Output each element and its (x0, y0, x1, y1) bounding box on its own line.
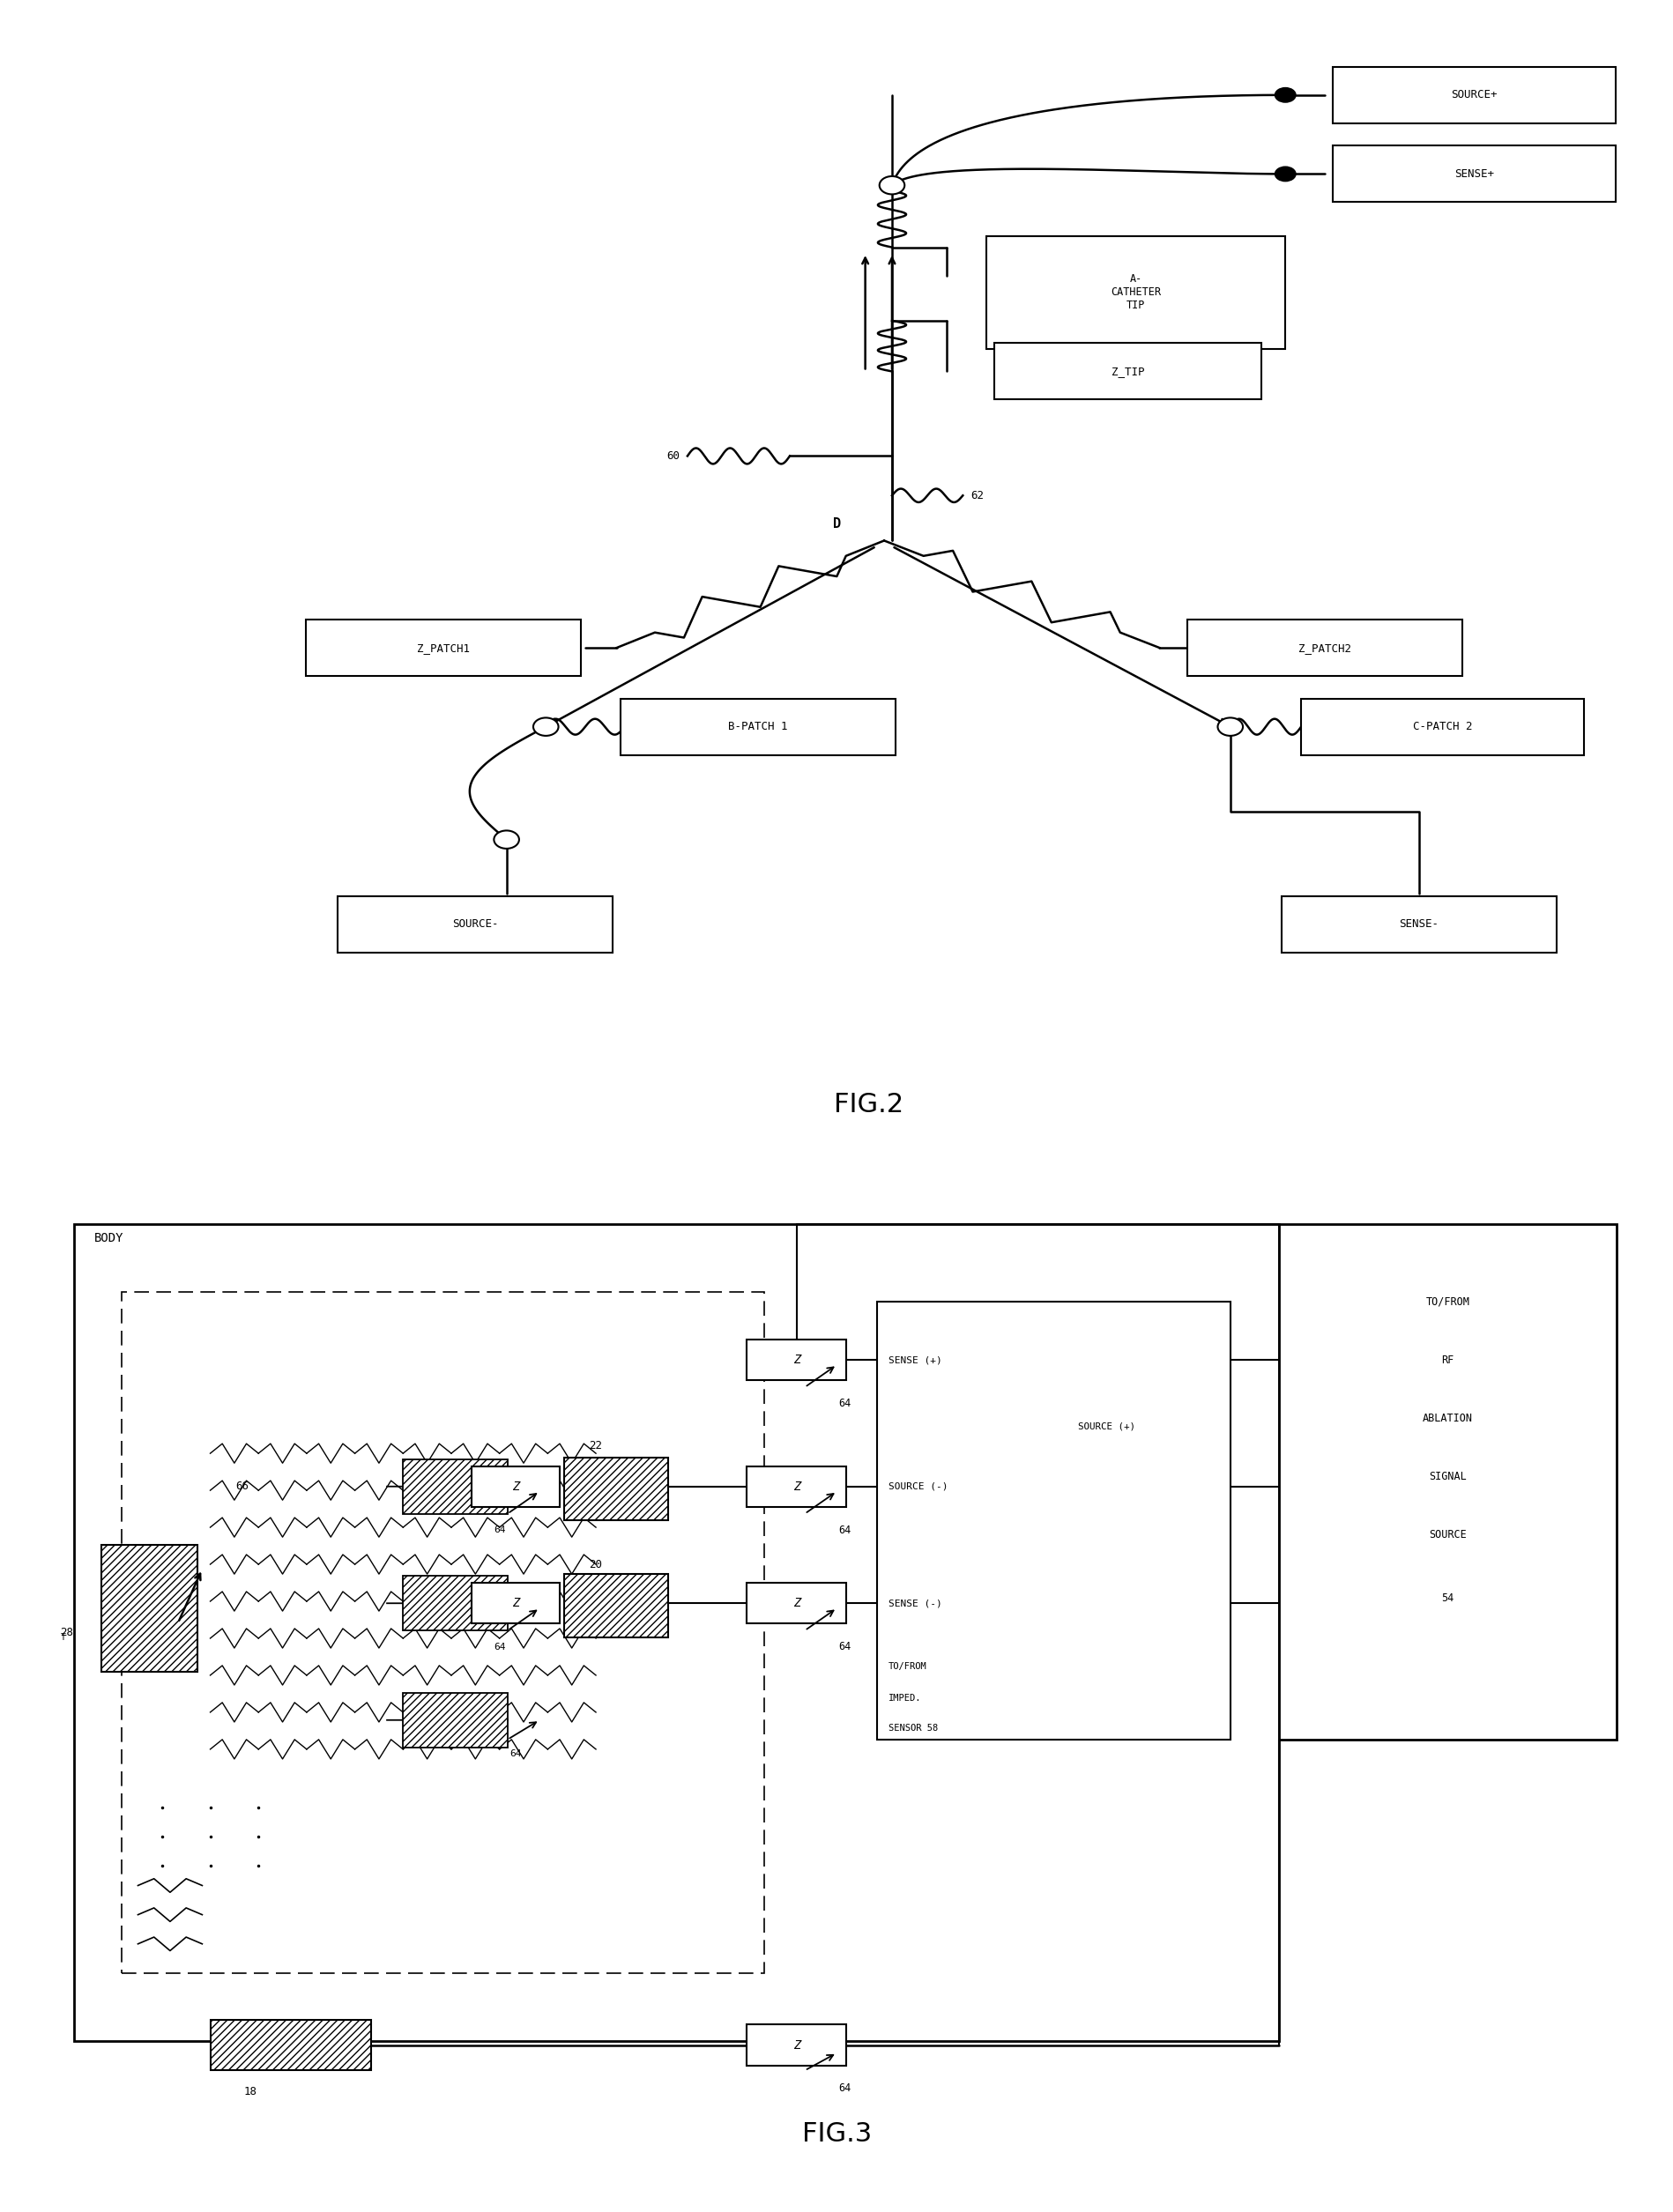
Text: Z: Z (512, 1480, 519, 1493)
Text: SOURCE: SOURCE (1429, 1528, 1466, 1542)
Bar (746, 2024, 847, 2066)
Text: 64: 64 (838, 1398, 852, 1409)
Text: 64: 64 (838, 1641, 852, 1652)
Text: 22: 22 (589, 1440, 602, 1451)
Bar (994, 343, 1261, 400)
Text: 62: 62 (970, 489, 984, 502)
Text: Z_PATCH1: Z_PATCH1 (417, 641, 470, 653)
Circle shape (1216, 717, 1243, 737)
Bar (1282, 896, 1556, 953)
Text: 64: 64 (494, 1644, 505, 1652)
Text: IMPED.: IMPED. (888, 1694, 920, 1703)
Bar (621, 699, 895, 754)
Text: B-PATCH 1: B-PATCH 1 (728, 721, 788, 732)
Text: 54: 54 (1440, 1593, 1454, 1604)
Circle shape (1273, 166, 1295, 181)
Bar (403, 1692, 507, 1747)
Bar (403, 1575, 507, 1630)
Bar (1186, 619, 1462, 677)
Bar (985, 237, 1285, 349)
Bar (100, 1544, 197, 1672)
Bar (338, 896, 612, 953)
Text: SENSE (-): SENSE (-) (888, 1599, 942, 1608)
Text: 18: 18 (244, 2086, 258, 2097)
Bar (564, 1458, 668, 1520)
Text: SENSE (+): SENSE (+) (888, 1356, 942, 1365)
Bar (746, 1340, 847, 1380)
Text: 28: 28 (60, 1626, 74, 1639)
Text: SOURCE+: SOURCE+ (1450, 88, 1497, 102)
Text: A-
CATHETER
TIP: A- CATHETER TIP (1111, 274, 1161, 312)
Text: 60: 60 (666, 451, 679, 462)
Bar (746, 1467, 847, 1506)
Text: FIG.2: FIG.2 (833, 1093, 903, 1117)
Text: TO/FROM: TO/FROM (888, 1661, 927, 1670)
Text: SENSE-: SENSE- (1399, 918, 1439, 929)
Text: 64: 64 (838, 1524, 852, 1535)
Text: Z_PATCH2: Z_PATCH2 (1298, 641, 1350, 653)
Text: D: D (833, 518, 840, 531)
Bar (746, 1584, 847, 1624)
Bar (564, 1575, 668, 1637)
Bar (1332, 146, 1614, 201)
Bar (472, 1584, 559, 1624)
Text: SOURCE-: SOURCE- (452, 918, 499, 929)
Bar (877, 1301, 1230, 1739)
Text: C-PATCH 2: C-PATCH 2 (1412, 721, 1472, 732)
Text: SENSE+: SENSE+ (1454, 168, 1494, 179)
Text: Z: Z (793, 1354, 800, 1367)
Text: SOURCE (-): SOURCE (-) (888, 1482, 947, 1491)
Circle shape (494, 830, 519, 849)
Text: 64: 64 (494, 1526, 505, 1535)
Bar (1278, 1223, 1616, 1739)
Bar (472, 1467, 559, 1506)
Text: 20: 20 (589, 1559, 602, 1571)
Text: SENSOR 58: SENSOR 58 (888, 1723, 937, 1732)
Text: Z: Z (793, 1480, 800, 1493)
Text: Z: Z (793, 2039, 800, 2051)
Text: BODY: BODY (94, 1232, 124, 1245)
Text: SIGNAL: SIGNAL (1429, 1471, 1466, 1482)
Text: ABLATION: ABLATION (1422, 1413, 1472, 1425)
Text: 66: 66 (236, 1480, 249, 1493)
Text: SOURCE (+): SOURCE (+) (1077, 1422, 1134, 1431)
Text: Z: Z (793, 1597, 800, 1610)
Text: 64: 64 (838, 2081, 852, 2095)
Bar (74, 1223, 1278, 2042)
Bar (403, 1460, 507, 1513)
Circle shape (878, 177, 903, 195)
Circle shape (534, 717, 559, 737)
Bar (1300, 699, 1583, 754)
Text: 64: 64 (509, 1750, 522, 1759)
Text: RF: RF (1440, 1354, 1454, 1365)
Bar (306, 619, 581, 677)
Text: Z_TIP: Z_TIP (1111, 365, 1144, 376)
Bar (211, 2020, 371, 2070)
Text: TO/FROM: TO/FROM (1425, 1296, 1469, 1307)
Text: T: T (60, 1632, 65, 1641)
Bar (1332, 66, 1614, 124)
Circle shape (1273, 86, 1295, 104)
Bar (122, 1292, 765, 1973)
Text: FIG.3: FIG.3 (801, 2121, 872, 2146)
Text: Z: Z (512, 1597, 519, 1610)
